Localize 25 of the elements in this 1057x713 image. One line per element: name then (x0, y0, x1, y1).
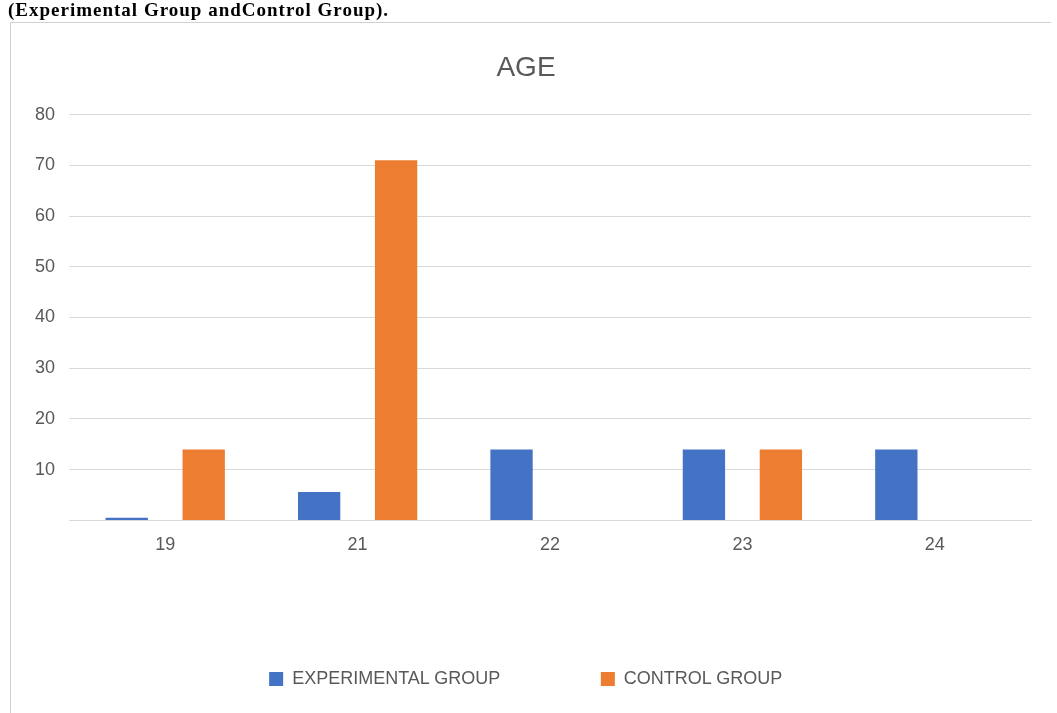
bar (759, 449, 803, 520)
y-tick-label: 80 (34, 103, 56, 124)
x-tick-label: 23 (732, 534, 753, 555)
y-tick-label: 10 (34, 458, 56, 479)
bar (374, 160, 418, 520)
y-tick-label: 20 (34, 407, 56, 428)
x-tick-label: 24 (924, 534, 945, 555)
x-tick-label: 22 (540, 534, 561, 555)
text: (Experimental Group andControl Group). (8, 0, 390, 20)
bar (297, 491, 341, 520)
x-tick-label: 19 (155, 534, 176, 555)
x-tick-label: 21 (347, 534, 368, 555)
legend-label: EXPERIMENTAL GROUP (292, 667, 501, 688)
bar (490, 449, 533, 520)
bar (875, 449, 918, 520)
y-tick-label: 60 (34, 205, 56, 226)
y-tick-label: 30 (34, 357, 56, 378)
bar (182, 449, 225, 520)
legend-label: CONTROL GROUP (623, 667, 783, 688)
bar (105, 517, 148, 520)
bar (682, 449, 726, 520)
y-tick-label: 40 (34, 306, 56, 327)
chart-title: AGE (496, 50, 556, 82)
y-tick-label: 50 (34, 255, 56, 276)
y-tick-label: 70 (34, 154, 56, 175)
